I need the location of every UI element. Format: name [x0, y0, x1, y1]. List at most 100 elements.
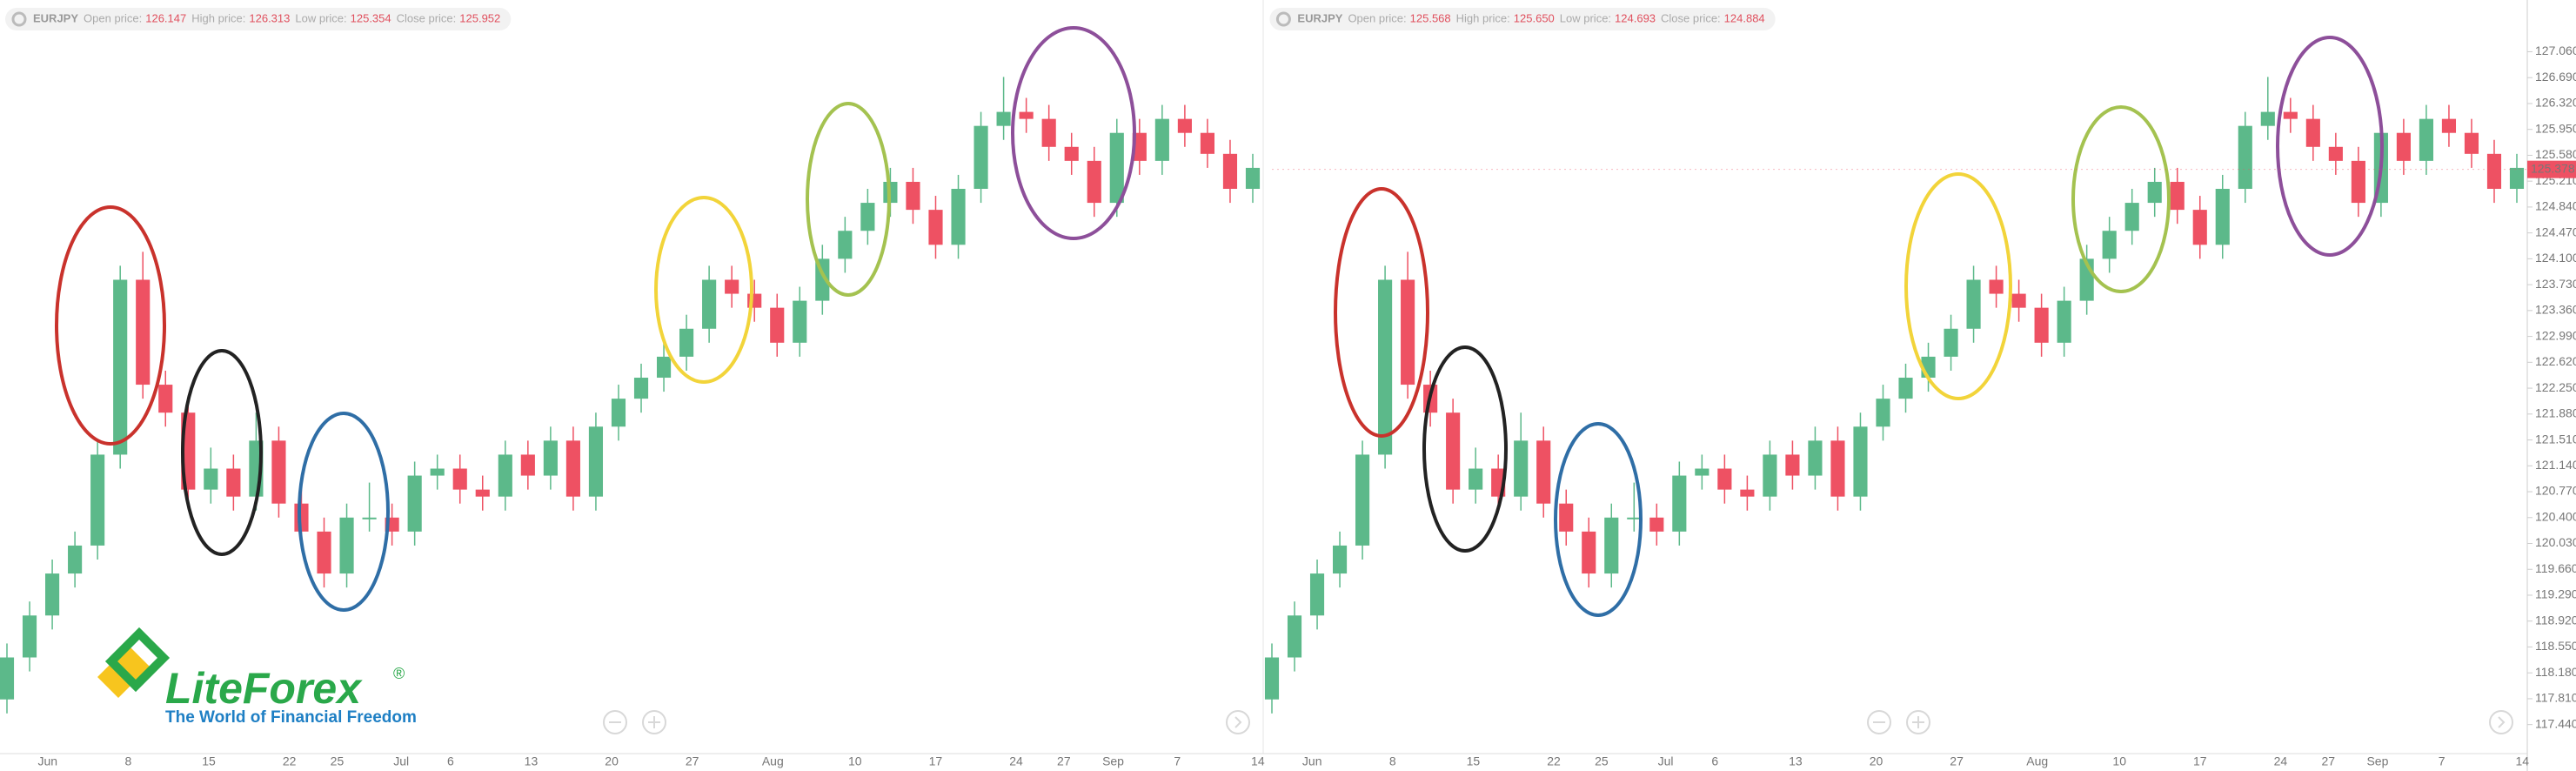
y-tick-label: 126.320	[2535, 96, 2576, 110]
candle-body	[1401, 279, 1415, 386]
candle-body	[1785, 454, 1800, 476]
candle-body	[226, 468, 241, 497]
candle-body	[0, 657, 15, 700]
candle-body	[1109, 132, 1124, 204]
candle-body	[68, 545, 83, 574]
y-tick-label: 123.360	[2535, 303, 2576, 317]
logo-shape	[104, 627, 171, 693]
settings-icon	[1275, 11, 1291, 27]
candle-body	[2147, 181, 2162, 204]
info-label: High price:	[1456, 11, 1510, 24]
x-tick-label: 13	[1789, 754, 1803, 768]
scroll-button[interactable]	[1226, 710, 1250, 734]
x-tick-label: Sep	[1102, 754, 1124, 768]
candle-body	[2102, 231, 2117, 259]
x-tick-label: Jul	[393, 754, 409, 768]
x-tick-label: 24	[2274, 754, 2288, 768]
y-tick-label: 117.440	[2535, 716, 2576, 730]
candle-body	[1853, 426, 1868, 497]
candle-body	[158, 385, 173, 413]
candle-body	[1695, 468, 1710, 476]
candle-body	[430, 468, 445, 476]
candle-body	[1378, 279, 1393, 455]
candle-body	[2305, 118, 2320, 147]
info-label: Open price:	[84, 11, 142, 24]
x-tick-label: 7	[2439, 754, 2446, 768]
highlight	[1422, 345, 1508, 553]
candle-body	[1627, 517, 1642, 520]
candle-body	[793, 300, 807, 343]
candle-body	[339, 517, 354, 574]
x-tick-label: 17	[929, 754, 943, 768]
candle-body	[407, 475, 422, 532]
candle-body	[1469, 468, 1483, 490]
x-tick-label: 27	[1950, 754, 1964, 768]
y-tick-label: 122.620	[2535, 354, 2576, 368]
candle-body	[611, 399, 626, 427]
info-bar	[1269, 8, 1776, 30]
candle-body	[2328, 146, 2343, 161]
highlights	[55, 26, 2384, 617]
highlight	[1904, 172, 2012, 400]
info-label: Open price:	[1348, 11, 1406, 24]
zoom-in-button[interactable]	[1906, 710, 1930, 734]
candle-body	[1898, 378, 1913, 399]
highlight	[1011, 26, 1136, 240]
candle-body	[136, 279, 151, 386]
price-tag	[2527, 160, 2576, 178]
info-value: 125.354	[351, 11, 391, 24]
marks	[0, 77, 2525, 714]
icon	[648, 716, 660, 728]
candle-body	[113, 279, 128, 455]
candle-body	[1763, 454, 1777, 497]
candle-body	[271, 440, 286, 504]
x-tick-label: 13	[525, 754, 539, 768]
x-tick-label: Sep	[2366, 754, 2388, 768]
candle-body	[1154, 118, 1169, 161]
info-value: 126.313	[249, 11, 290, 24]
info-value: 125.568	[1410, 11, 1451, 24]
candle-body	[1446, 412, 1461, 490]
candle-body	[2486, 153, 2502, 190]
candle-body	[906, 181, 920, 211]
candle-body	[2011, 293, 2026, 308]
logo-name: LiteForex	[165, 664, 363, 713]
candle-body	[838, 231, 853, 259]
y-tick-label: 119.660	[2535, 561, 2576, 575]
candle-body	[45, 573, 60, 616]
candle-body	[679, 328, 694, 357]
y-tick-label: 117.810	[2535, 691, 2576, 705]
candle-body	[2170, 181, 2185, 211]
candle-body	[1087, 160, 1101, 204]
candle-body	[1287, 615, 1302, 658]
symbol: EURJPY	[1297, 11, 1342, 24]
x-tick-label: Jun	[38, 754, 58, 768]
candle-body	[2215, 189, 2230, 245]
zoom-out-button[interactable]	[1867, 710, 1891, 734]
info-label: Low price:	[295, 11, 346, 24]
candle-body	[860, 203, 875, 231]
x-tick-label: 6	[1711, 754, 1718, 768]
candle-body	[1830, 440, 1845, 497]
x-tick-label: 10	[848, 754, 862, 768]
candle-body	[1944, 328, 1958, 357]
candle-body	[1582, 531, 1596, 574]
y-tick-label: 118.920	[2535, 613, 2576, 627]
info-value: 124.884	[1724, 11, 1765, 24]
zoom-in-button[interactable]	[642, 710, 666, 734]
logo: LiteForex ® The World of Financial Freed…	[97, 627, 417, 727]
info-value: 125.952	[459, 11, 500, 24]
candle-body	[1808, 440, 1823, 476]
zoom-out-button[interactable]	[603, 710, 627, 734]
candle-body	[1222, 153, 1238, 190]
x-tick-label: 27	[1057, 754, 1071, 768]
x-tick-label: 22	[283, 754, 297, 768]
icon	[1234, 716, 1242, 728]
y-tick-label: 122.250	[2535, 380, 2576, 394]
candle-body	[1672, 475, 1687, 532]
zoom-controls	[603, 710, 2513, 734]
scroll-button[interactable]	[2489, 710, 2513, 734]
candle-body	[1989, 279, 2004, 294]
candle-body	[1740, 489, 1755, 497]
